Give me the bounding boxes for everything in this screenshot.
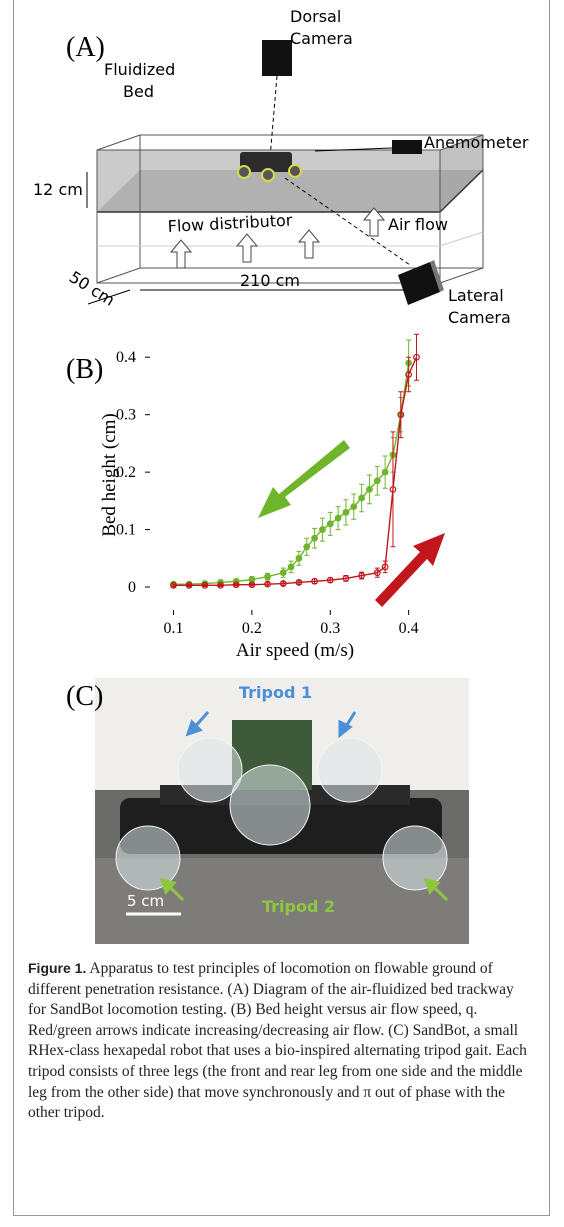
- x-axis-label: Air speed (m/s): [236, 640, 354, 661]
- data-point: [342, 575, 350, 582]
- error-bar: [406, 356, 412, 393]
- panel-label: (C): [66, 681, 103, 712]
- robot-photo: [95, 678, 469, 944]
- data-point: [405, 371, 413, 378]
- data-point: [397, 411, 405, 419]
- data-point: [287, 563, 295, 571]
- fluidized-bed-label: Fluidized: [104, 60, 175, 79]
- air-flow-arrows: [169, 207, 386, 269]
- error-bar: [382, 560, 388, 574]
- data-point: [311, 534, 318, 542]
- error-bar: [390, 431, 396, 548]
- error-bar: [233, 583, 239, 587]
- direction-arrow: [258, 440, 350, 518]
- anemometer-label: Anemometer: [424, 133, 529, 152]
- data-point: [295, 579, 303, 586]
- data-point: [170, 581, 177, 589]
- panel-label: (A): [66, 32, 105, 63]
- data-point: [279, 580, 287, 587]
- tripod-2-label: Tripod 2: [262, 897, 335, 916]
- error-bar: [249, 583, 255, 587]
- depth-label: 12 cm: [33, 180, 83, 199]
- error-bar: [202, 583, 208, 587]
- data-point: [279, 569, 287, 577]
- data-point: [264, 580, 271, 588]
- error-bar: [398, 391, 404, 439]
- panel-label: (B): [66, 354, 103, 385]
- dorsal-camera-label: Dorsal: [290, 7, 341, 26]
- cameras-and-robot: [237, 40, 444, 305]
- data-point: [350, 503, 358, 510]
- figure-caption: Figure 1. Apparatus to test principles o…: [28, 958, 534, 1124]
- lateral-camera-label: Lateral: [448, 286, 504, 305]
- data-point: [201, 581, 209, 589]
- data-point: [326, 520, 334, 528]
- fluidized-bed-label: Bed: [123, 82, 154, 101]
- data-point: [326, 576, 334, 584]
- error-bar: [186, 583, 192, 587]
- lateral-camera-label: Camera: [448, 308, 511, 327]
- x-tick-label: 0.4: [399, 620, 419, 637]
- scale-bar-label: 5 cm: [127, 892, 164, 910]
- caption-text: Apparatus to test principles of locomoti…: [28, 960, 527, 1122]
- figure: (A) Dorsal Camera Fluidized Bed: [33, 7, 529, 944]
- air-flow-label: Air flow: [388, 215, 448, 234]
- data-point: [217, 581, 224, 589]
- error-bar: [171, 583, 177, 587]
- x-tick-label: 0.3: [320, 620, 340, 637]
- tripod-1-label: Tripod 1: [239, 683, 312, 702]
- data-point: [295, 554, 303, 562]
- series-line: [173, 356, 418, 586]
- data-point: [342, 508, 350, 516]
- data-point: [334, 514, 342, 522]
- data-point: [366, 485, 373, 493]
- data-point: [232, 581, 240, 589]
- data-point: [413, 353, 420, 361]
- error-bar: [413, 333, 419, 381]
- data-point: [311, 577, 318, 585]
- caption-label: Figure 1.: [28, 960, 87, 976]
- y-tick-label: 0.3: [116, 407, 136, 424]
- data-point: [358, 494, 366, 502]
- data-point: [373, 569, 381, 577]
- apparatus-diagram: [86, 134, 484, 305]
- figure-frame: [13, 0, 550, 1216]
- dorsal-camera-label: Camera: [290, 29, 353, 48]
- data-point: [358, 572, 366, 579]
- width-label: 50 cm: [66, 267, 118, 310]
- series-line: [173, 362, 410, 585]
- y-tick-label: 0.1: [116, 522, 136, 539]
- data-point: [303, 543, 311, 551]
- x-tick-label: 0.2: [242, 620, 262, 637]
- chart: 0 0.1 0.2 0.3 0.4 0.1 0.2 0.3 0.4 Air speed (m/s)…: [99, 333, 445, 661]
- length-label: 210 cm: [240, 271, 300, 290]
- data-point: [185, 581, 193, 589]
- y-tick-label: 0: [128, 579, 136, 596]
- y-tick-label: 0.4: [116, 349, 136, 366]
- direction-arrow: [375, 533, 445, 607]
- error-bar: [218, 583, 224, 587]
- data-point: [319, 526, 326, 533]
- data-point: [381, 563, 389, 571]
- data-point: [264, 573, 271, 581]
- y-axis-label: Bed height (cm): [99, 413, 120, 536]
- x-tick-label: 0.1: [164, 620, 184, 637]
- data-point: [373, 477, 381, 485]
- data-point: [389, 485, 397, 493]
- data-point: [248, 581, 256, 589]
- data-point: [381, 468, 389, 476]
- flow-distributor-label: Flow distributor: [167, 210, 293, 236]
- y-tick-label: 0.2: [116, 464, 136, 481]
